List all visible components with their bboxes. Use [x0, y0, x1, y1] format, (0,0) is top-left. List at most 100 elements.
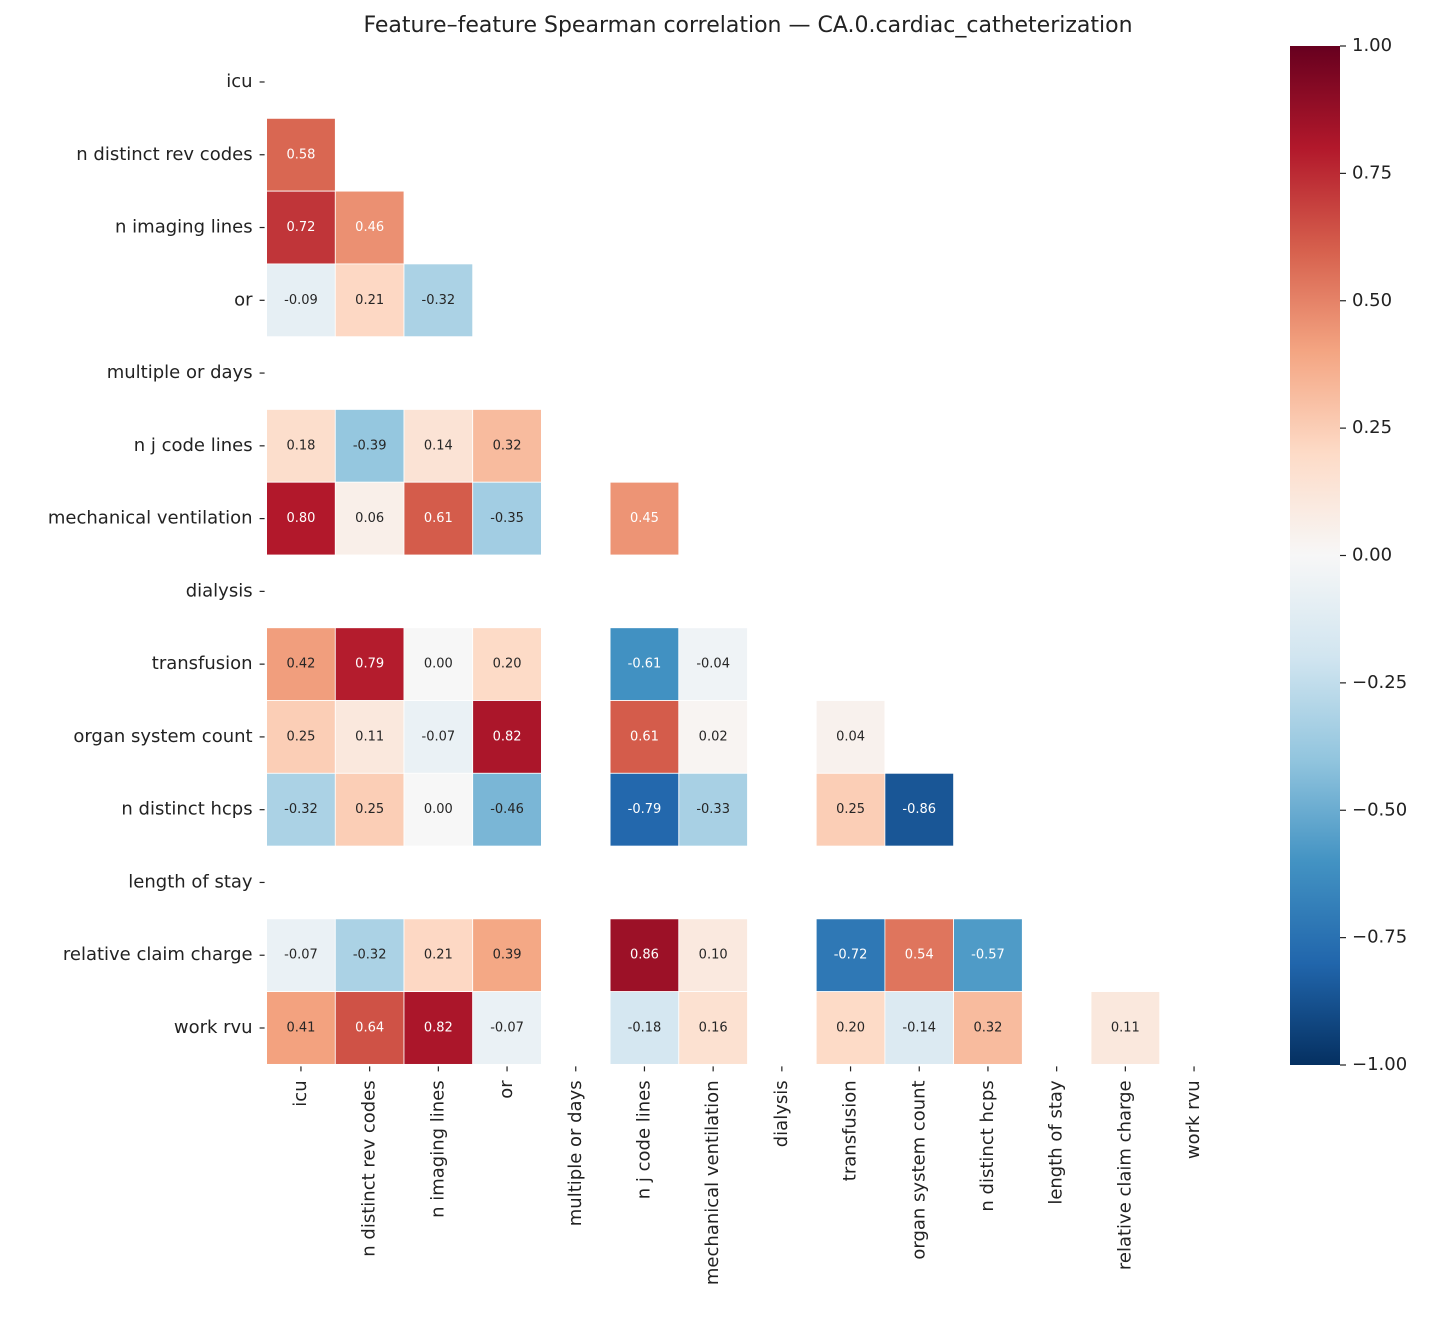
cell-label: -0.72: [834, 948, 868, 963]
cell: [884, 918, 955, 993]
cell-label: -0.57: [971, 948, 1005, 963]
cell: [472, 481, 542, 556]
cell: [884, 991, 955, 1065]
y-tick-label: n j code lines: [134, 435, 253, 456]
cell-label: 0.06: [355, 511, 384, 526]
cell: [403, 991, 474, 1065]
colorbar-tick-label: −0.50: [1352, 799, 1407, 820]
y-tick-label: n distinct hcps: [121, 799, 252, 820]
colorbar-tick-label: 0.75: [1352, 162, 1392, 183]
cell-label: -0.32: [422, 293, 456, 308]
cell: [266, 409, 336, 483]
cell: [815, 700, 886, 774]
x-tick-label: multiple or days: [565, 1080, 586, 1226]
colorbar-tick-label: 1.00: [1352, 35, 1392, 56]
cell-label: 0.54: [905, 948, 934, 963]
x-tick-label: length of stay: [1046, 1080, 1067, 1205]
cell: [472, 409, 542, 483]
cell-label: 0.21: [424, 948, 453, 963]
cell-label: 0.10: [699, 948, 728, 963]
x-tick-label: relative claim charge: [1114, 1080, 1135, 1270]
cell-label: -0.39: [353, 438, 387, 453]
cell: [403, 700, 474, 774]
y-tick-label: work rvu: [174, 1017, 253, 1038]
cell-label: 0.25: [355, 802, 384, 817]
cell-label: -0.61: [628, 657, 662, 672]
cell-label: -0.32: [353, 948, 387, 963]
cell-label: 0.25: [836, 802, 865, 817]
cell: [609, 991, 680, 1065]
cell-label: 0.16: [699, 1020, 728, 1035]
cell: [609, 481, 680, 556]
cell-label: 0.25: [286, 729, 315, 744]
cell-label: 0.41: [286, 1020, 315, 1035]
y-tick-label: multiple or days: [107, 362, 253, 383]
cell: [334, 481, 405, 556]
cell: [472, 700, 542, 774]
cell-label: 0.00: [424, 802, 453, 817]
cell: [678, 991, 748, 1065]
cell-label: 0.58: [286, 147, 315, 162]
y-tick-label: length of stay: [128, 871, 253, 892]
cell: [403, 263, 474, 338]
cell-label: -0.33: [696, 802, 730, 817]
y-tick-label: n distinct rev codes: [76, 144, 252, 165]
cell-label: 0.61: [630, 729, 659, 744]
y-tick-label: relative claim charge: [63, 944, 253, 965]
x-tick-label: n distinct rev codes: [359, 1080, 380, 1256]
cell: [815, 772, 886, 847]
y-tick-label: dialysis: [186, 580, 253, 601]
cell-label: 0.00: [424, 657, 453, 672]
x-tick-label: organ system count: [908, 1080, 929, 1259]
cell-label: 0.11: [1111, 1020, 1140, 1035]
cell: [472, 991, 542, 1065]
cell-label: 0.32: [973, 1020, 1002, 1035]
x-tick-label: n j code lines: [633, 1080, 654, 1199]
cell: [472, 772, 542, 847]
cell: [953, 918, 1023, 993]
cell-label: -0.04: [696, 657, 730, 672]
colorbar-tick-label: 0.50: [1352, 290, 1392, 311]
y-tick-label: icu: [226, 71, 252, 92]
colorbar-tick-label: −0.25: [1352, 672, 1407, 693]
cell: [266, 117, 336, 192]
cell-label: 0.21: [355, 293, 384, 308]
x-tick-label: or: [496, 1080, 517, 1099]
x-tick-label: n distinct hcps: [977, 1080, 998, 1211]
cell-label: -0.18: [628, 1020, 662, 1035]
cell-label: 0.79: [355, 657, 384, 672]
cell-label: 0.14: [424, 438, 453, 453]
y-tick-label: mechanical ventilation: [48, 508, 253, 529]
colorbar-tick-label: −0.75: [1352, 927, 1407, 948]
x-tick-label: dialysis: [771, 1080, 792, 1147]
colorbar-tick-label: −1.00: [1352, 1054, 1407, 1075]
cell-label: 0.32: [493, 438, 522, 453]
colorbar-tick-label: 0.25: [1352, 417, 1392, 438]
cell-label: 0.20: [493, 657, 522, 672]
cell: [266, 991, 336, 1065]
y-tick-label: n imaging lines: [115, 217, 253, 238]
colorbar-tick-label: 0.00: [1352, 545, 1392, 566]
cell: [403, 918, 474, 993]
cell: [609, 772, 680, 847]
cell: [334, 772, 405, 847]
cell-label: 0.61: [424, 511, 453, 526]
cell: [334, 190, 405, 265]
cell-label: 0.02: [699, 729, 728, 744]
cell: [266, 263, 336, 338]
cell-label: 0.82: [424, 1020, 453, 1035]
cell-label: 0.20: [836, 1020, 865, 1035]
y-tick-label: or: [234, 289, 253, 310]
cell-label: 0.42: [286, 657, 315, 672]
cell-label: 0.39: [493, 948, 522, 963]
cell: [266, 481, 336, 556]
cell-label: 0.45: [630, 511, 659, 526]
cell-label: 0.64: [355, 1020, 384, 1035]
cell: [334, 991, 405, 1065]
y-tick-label: organ system count: [73, 726, 252, 747]
colorbar: [1290, 46, 1340, 1065]
cell: [403, 409, 474, 483]
cell-label: 0.72: [286, 220, 315, 235]
